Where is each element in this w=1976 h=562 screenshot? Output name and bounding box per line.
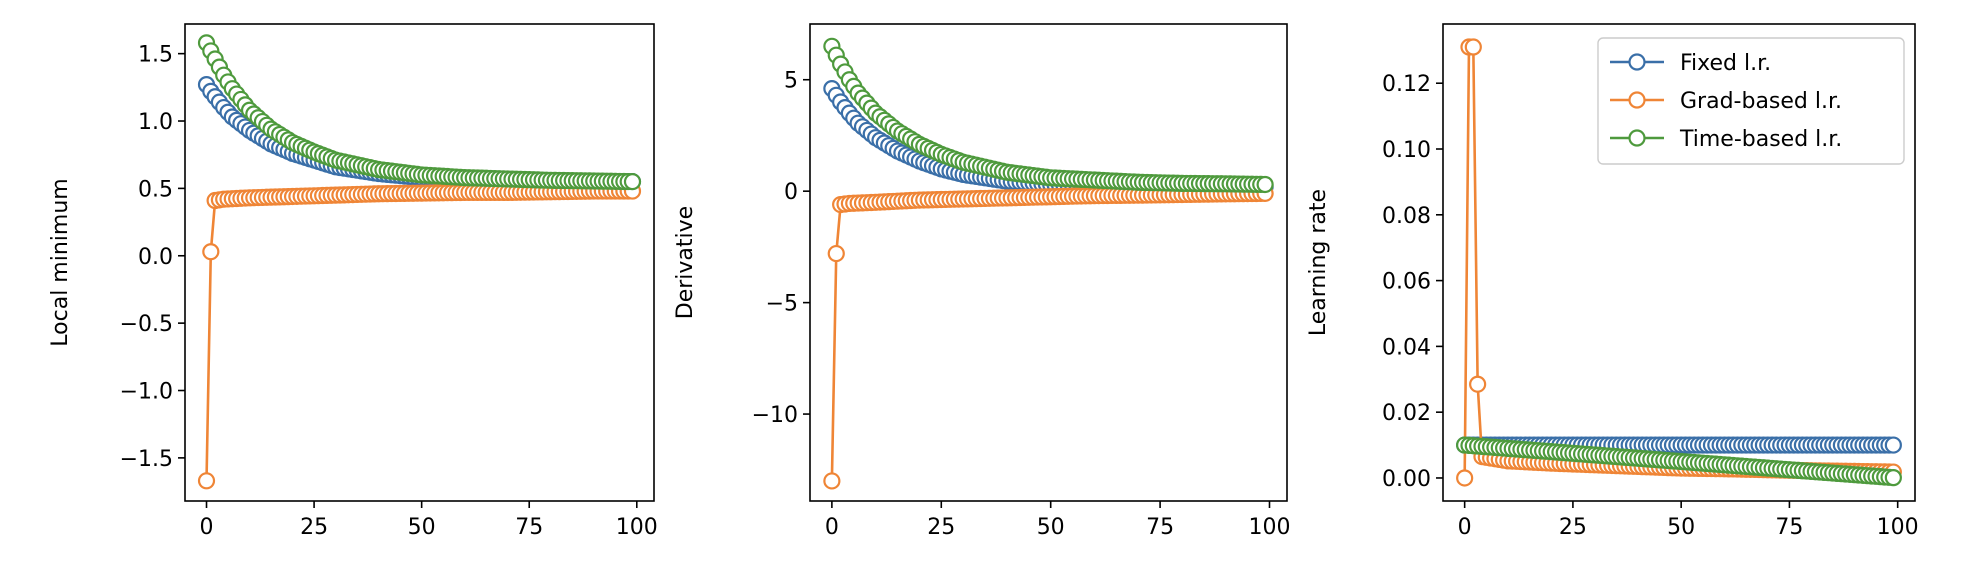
y-tick-label: 0.0 [138, 245, 173, 270]
data-point [1469, 375, 1487, 393]
y-tick-label: 1.5 [138, 43, 173, 68]
y-tick-label: 5 [784, 69, 798, 94]
y-tick-label: −10 [752, 403, 798, 428]
legend-label: Time-based l.r. [1679, 127, 1842, 152]
y-tick-label: −1.5 [120, 447, 173, 472]
x-tick-label: 100 [616, 515, 658, 540]
axes-frame [1442, 23, 1916, 502]
x-tick-label: 100 [1248, 515, 1290, 540]
y-tick-label: 0.12 [1382, 72, 1431, 97]
axes-frame [809, 23, 1288, 502]
data-point [1884, 469, 1902, 487]
legend-item-fixed: Fixed l.r. [1610, 51, 1771, 76]
x-tick-label: 75 [1775, 515, 1803, 540]
x-tick-label: 50 [1037, 515, 1065, 540]
x-tick-label: 0 [1458, 515, 1472, 540]
legend-label: Fixed l.r. [1680, 51, 1771, 76]
data-point [827, 244, 845, 263]
data-point [1256, 175, 1274, 194]
legend-box [1597, 37, 1905, 165]
legend-marker [1628, 53, 1646, 71]
series-time [1456, 436, 1902, 487]
x-tick-label: 50 [1667, 515, 1695, 540]
data-point [1884, 436, 1902, 454]
data-point [202, 243, 220, 261]
legend-label: Grad-based l.r. [1680, 89, 1842, 114]
x-tick-label: 25 [300, 515, 328, 540]
data-point [623, 173, 642, 191]
x-tick-label: 50 [408, 515, 436, 540]
legend-marker [1628, 91, 1646, 109]
legend-item-time: Time-based l.r. [1610, 127, 1842, 152]
y-tick-label: −5 [766, 292, 798, 317]
y-tick-label: 0.00 [1382, 467, 1431, 492]
subplot-1: 0 25 50 75 100 −1.5 −1.0 −0.5 0.0 0.5 1.0 1.5 Local … [48, 23, 658, 540]
legend-item-grad: Grad-based l.r. [1610, 89, 1842, 114]
data-point [1464, 38, 1482, 56]
x-tick-label: 25 [1559, 515, 1587, 540]
series-grad [197, 182, 642, 490]
x-tick-label: 75 [1146, 515, 1174, 540]
series-time [823, 37, 1274, 194]
plot-area [185, 24, 654, 501]
y-tick-label: 0.08 [1382, 204, 1431, 229]
subplot-2: 0 25 50 75 100 −10 −5 0 5 Derivative [673, 23, 1290, 540]
axes-frame [184, 23, 655, 502]
x-tick-label: 0 [200, 515, 214, 540]
y-tick-label: 0.5 [138, 177, 173, 202]
y-axis-label: Derivative [673, 206, 698, 319]
y-tick-label: −1.0 [120, 380, 173, 405]
data-point [197, 472, 216, 490]
y-axis-label: Learning rate [1306, 189, 1331, 336]
data-point [823, 472, 841, 490]
data-point [1456, 469, 1474, 487]
y-axis-label: Local minimum [48, 178, 73, 346]
y-tick-label: 0.04 [1382, 335, 1431, 360]
y-tick-label: 0 [784, 180, 798, 205]
plot-area [810, 24, 1287, 501]
y-tick-label: 1.0 [138, 110, 173, 135]
x-tick-label: 0 [825, 515, 839, 540]
x-tick-label: 100 [1877, 515, 1919, 540]
y-tick-label: 0.10 [1382, 138, 1431, 163]
legend-marker [1628, 129, 1646, 147]
x-tick-label: 25 [927, 515, 955, 540]
y-tick-label: −0.5 [120, 312, 173, 337]
y-tick-label: 0.06 [1382, 270, 1431, 295]
series-time [197, 34, 642, 191]
legend: Fixed l.r. Grad-based l.r. Time-based l.r. [1597, 37, 1905, 165]
x-tick-label: 75 [515, 515, 543, 540]
y-tick-label: 0.02 [1382, 401, 1431, 426]
